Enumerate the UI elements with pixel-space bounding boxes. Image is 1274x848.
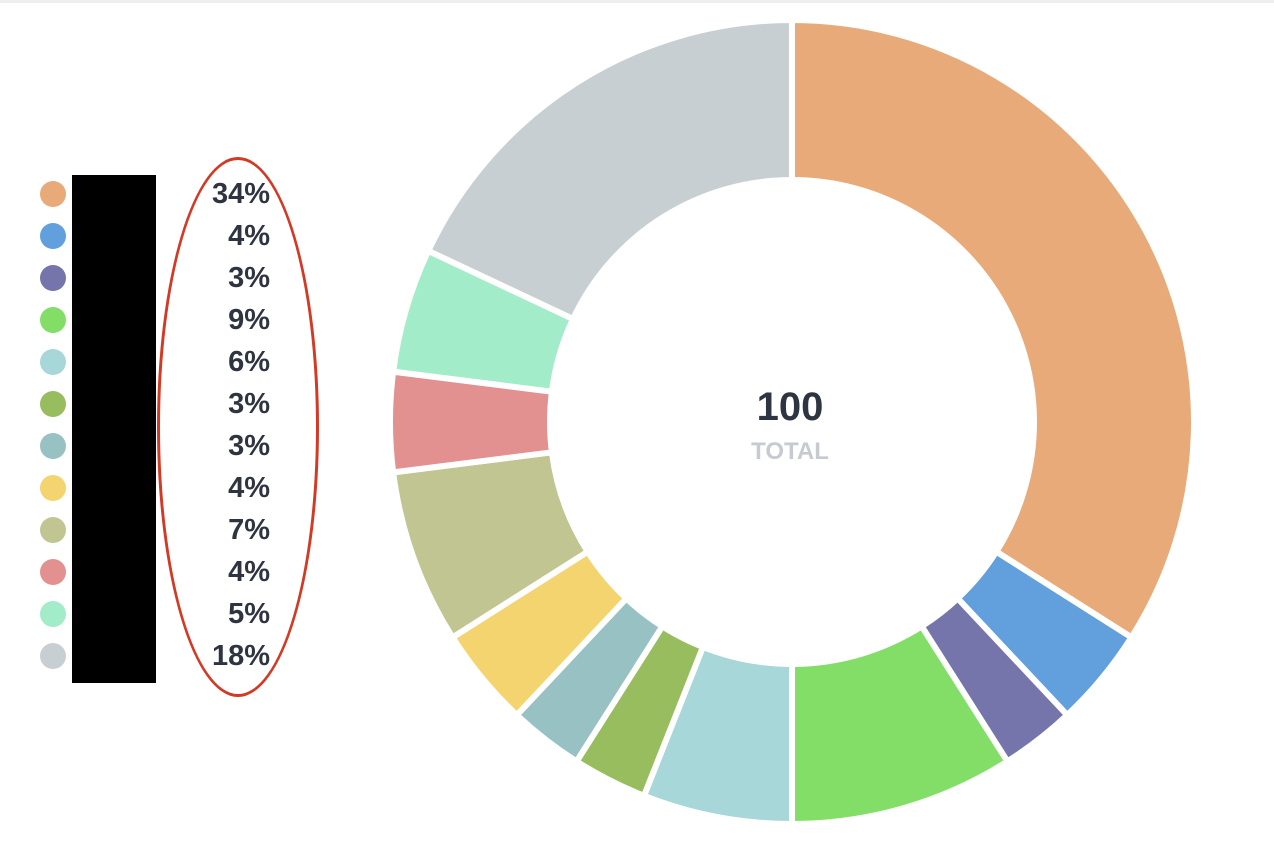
legend-swatch: [40, 517, 66, 543]
total-value: 100: [756, 385, 824, 429]
legend-swatch: [40, 349, 66, 375]
legend-swatch: [40, 601, 66, 627]
legend-swatch: [40, 223, 66, 249]
redaction-box: [72, 175, 156, 683]
donut-slice: [789, 16, 1197, 642]
legend-swatch: [40, 559, 66, 585]
legend-swatch: [40, 265, 66, 291]
highlight-annotation-ellipse: [157, 157, 319, 697]
top-divider: [0, 0, 1274, 3]
legend-swatch: [40, 391, 66, 417]
donut-slice: [424, 16, 795, 323]
legend-swatch: [40, 643, 66, 669]
legend-swatch: [40, 307, 66, 333]
total-label: TOTAL: [751, 438, 829, 465]
legend-swatch: [40, 475, 66, 501]
legend-swatch: [40, 181, 66, 207]
legend-swatch: [40, 433, 66, 459]
